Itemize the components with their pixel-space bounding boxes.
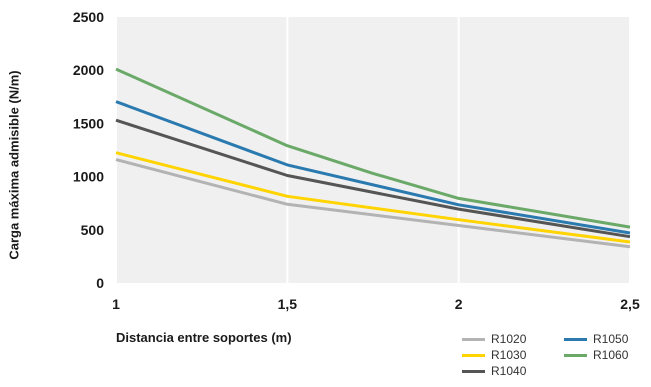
- legend-item-r1030: R1030: [462, 348, 526, 362]
- legend-item-r1060: R1060: [564, 348, 628, 362]
- series-line-r1050: [115, 100, 631, 235]
- legend-label: R1060: [593, 348, 629, 362]
- x-axis-title: Distancia entre soportes (m): [116, 330, 292, 345]
- x-tick-label: 1: [112, 296, 120, 312]
- legend-item-r1020: R1020: [462, 332, 526, 346]
- x-tick-label: 2: [455, 296, 463, 312]
- y-tick-label: 1500: [73, 115, 104, 131]
- legend-item-r1040: R1040: [462, 364, 526, 378]
- series-line-r1020: [115, 158, 631, 249]
- legend-swatch: [564, 353, 587, 357]
- y-tick-label: 0: [96, 275, 104, 291]
- legend-swatch: [462, 337, 485, 341]
- y-tick-label: 500: [81, 222, 105, 238]
- legend-item-r1050: R1050: [564, 332, 628, 346]
- series-line-r1040: [115, 118, 631, 239]
- legend-label: R1040: [491, 364, 527, 378]
- y-axis-title-wrap: Carga máxima admisible (N/m): [2, 40, 26, 290]
- legend-label: R1030: [491, 348, 527, 362]
- y-tick-label: 2000: [73, 62, 104, 78]
- plot-background: [116, 17, 630, 283]
- y-axis-title: Carga máxima admisible (N/m): [6, 70, 22, 260]
- y-tick-label: 1000: [73, 169, 104, 185]
- y-tick-label: 2500: [73, 9, 104, 25]
- series-line-r1060: [115, 67, 631, 229]
- legend-swatch: [462, 369, 485, 373]
- legend-swatch: [564, 337, 587, 341]
- x-tick-label: 1,5: [278, 296, 298, 312]
- legend-swatch: [462, 353, 485, 357]
- legend-label: R1020: [491, 332, 527, 346]
- series-line-r1030: [115, 151, 631, 244]
- x-tick-label: 2,5: [620, 296, 640, 312]
- legend-label: R1050: [593, 332, 629, 346]
